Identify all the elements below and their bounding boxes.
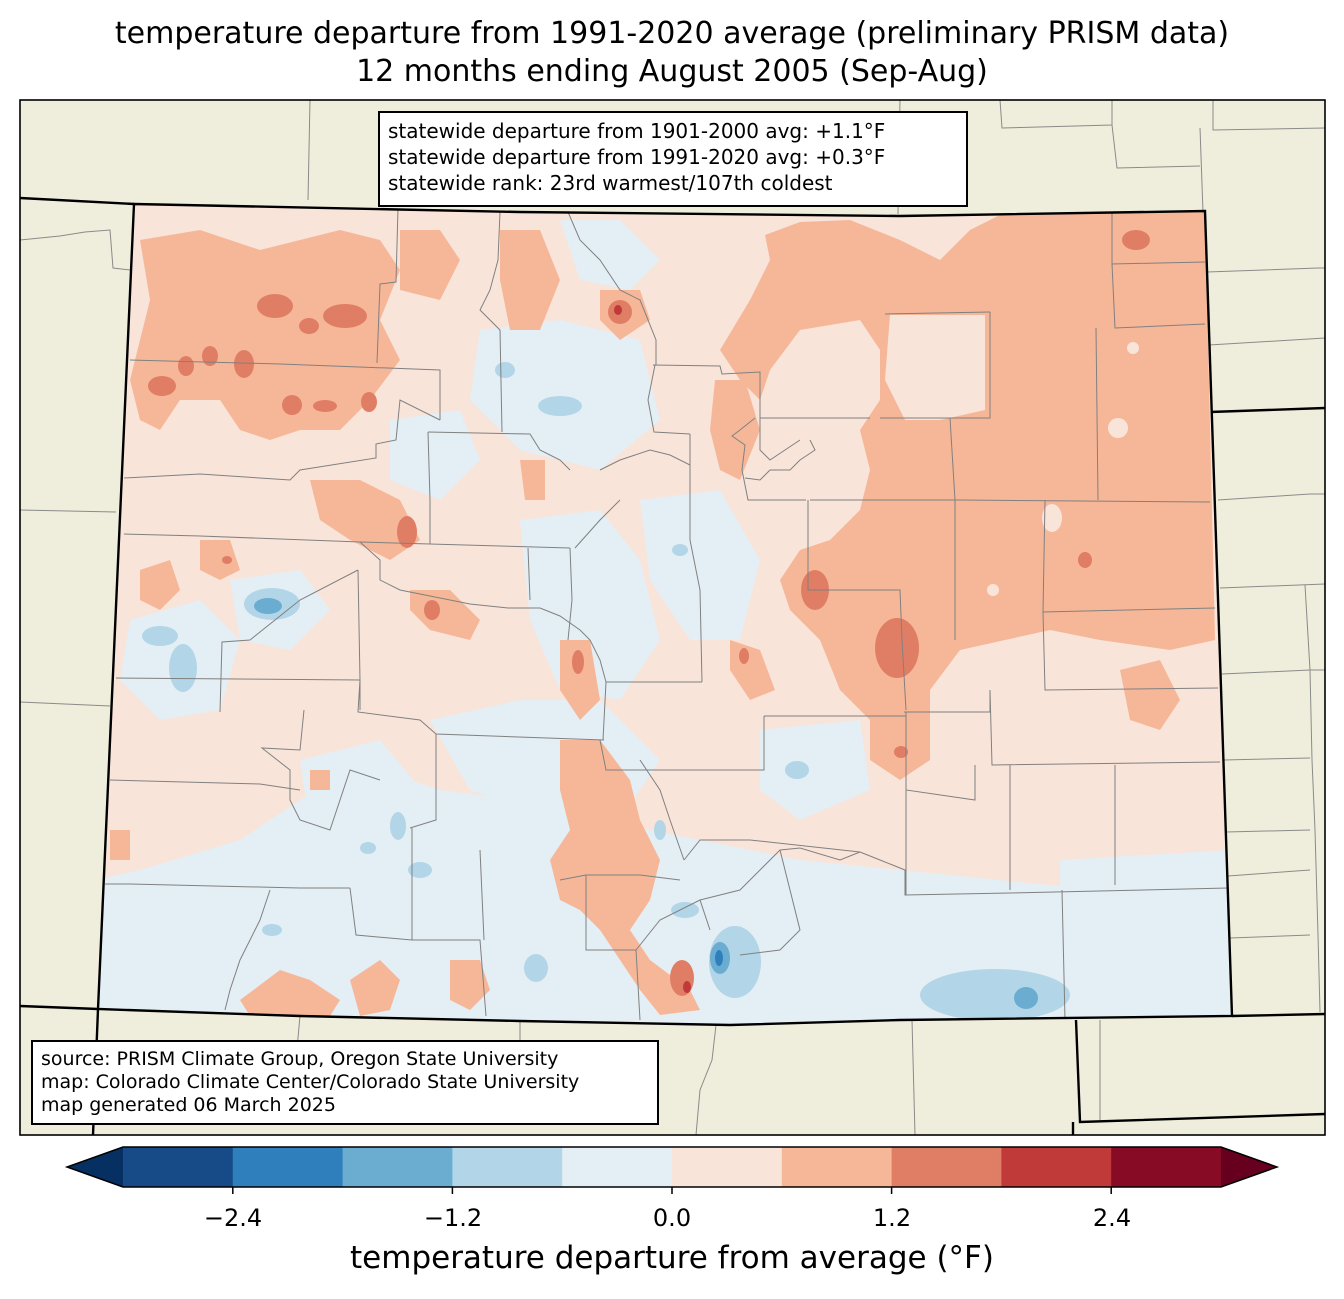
colorbar-tick-label: 0.0 <box>652 1204 692 1232</box>
colorbar-tick-label: 2.4 <box>1092 1204 1132 1232</box>
stats-line-rank: statewide rank: 23rd warmest/107th colde… <box>388 171 833 195</box>
colorbar-bin <box>562 1147 673 1187</box>
source-line-generated: map generated 06 March 2025 <box>41 1094 336 1116</box>
cold-spots <box>715 950 723 966</box>
map-title-line2: 12 months ending August 2005 (Sep-Aug) <box>356 54 988 89</box>
source-box: source: PRISM Climate Group, Oregon Stat… <box>31 1040 659 1125</box>
colorbar-extend-high <box>1221 1147 1277 1187</box>
colorbar-bin <box>781 1147 893 1187</box>
colorbar-tick-label: −2.4 <box>203 1204 263 1232</box>
colorbar-bin <box>123 1147 234 1187</box>
colorbar <box>64 1146 1280 1194</box>
colorbar-extend-low <box>67 1147 123 1187</box>
colorbar-tick-label: 1.2 <box>872 1204 912 1232</box>
colorbar-bin <box>672 1147 783 1187</box>
warm-cores <box>148 230 1150 996</box>
colorado-state-border <box>96 202 1234 1027</box>
warm-regions <box>110 211 1215 1016</box>
colorbar-outline <box>64 1146 1280 1188</box>
temperature-field <box>98 204 1232 1025</box>
source-line-map: map: Colorado Climate Center/Colorado St… <box>41 1071 580 1093</box>
basemap <box>20 100 1325 1135</box>
colorbar-title: temperature departure from average (°F) <box>350 1240 994 1276</box>
warm-holes <box>885 315 1139 596</box>
colorbar-bin <box>342 1147 453 1187</box>
map-frame <box>19 99 1326 1136</box>
colorbar-bin <box>452 1147 563 1187</box>
hot-spots <box>614 305 691 993</box>
stats-line-1991-2020: statewide departure from 1991-2020 avg: … <box>388 145 886 169</box>
map-title-line1: temperature departure from 1991-2020 ave… <box>114 16 1230 51</box>
colorbar-bin <box>1111 1147 1222 1187</box>
colorbar-bin <box>232 1147 344 1187</box>
colorbar-tick-label: −1.2 <box>423 1204 483 1232</box>
statewide-stats-box: statewide departure from 1901-2000 avg: … <box>378 111 968 207</box>
source-line-prism: source: PRISM Climate Group, Oregon Stat… <box>41 1048 559 1070</box>
stats-line-1901-2000: statewide departure from 1901-2000 avg: … <box>388 119 886 143</box>
county-lines <box>105 207 1231 1021</box>
colorbar-bin <box>891 1147 1002 1187</box>
colorbar-bin <box>1001 1147 1112 1187</box>
